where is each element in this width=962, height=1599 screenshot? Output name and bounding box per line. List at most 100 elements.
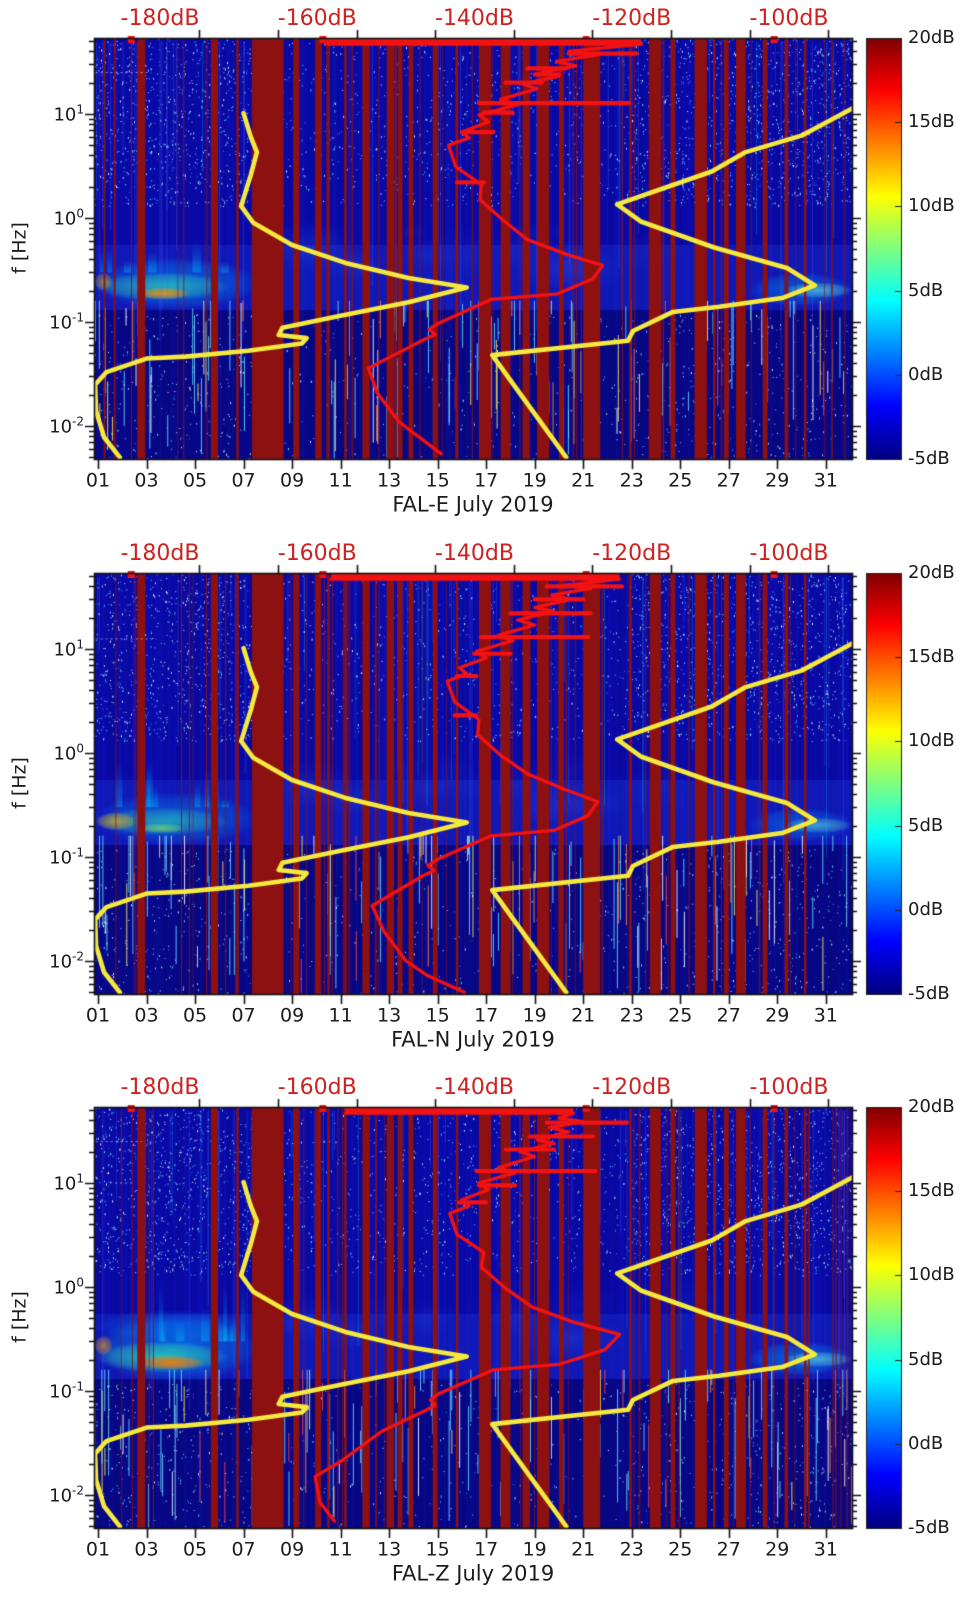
y-tick-base: 10 — [53, 1173, 77, 1195]
top-axis-tick-label: -120dB — [592, 1075, 672, 1100]
top-axis-tick-label: -180dB — [120, 6, 200, 31]
y-tick-exponent: -1 — [72, 310, 84, 325]
top-axis-tick-label: -120dB — [592, 6, 672, 31]
y-tick-label: 100 — [32, 1277, 84, 1298]
x-tick-label: 17 — [474, 469, 499, 492]
x-tick-label: 19 — [522, 1538, 547, 1561]
colorbar-tick-label: 20dB — [908, 562, 955, 583]
x-tick-label: 11 — [328, 469, 353, 492]
y-tick-exponent: -2 — [72, 949, 84, 964]
colorbar-tick-label: 0dB — [908, 1432, 944, 1454]
x-tick-label: 07 — [231, 469, 256, 492]
top-axis-tick-label: -100dB — [749, 1075, 829, 1100]
top-axis-tick-label: -120dB — [592, 541, 672, 566]
colorbar-tick-label: 10dB — [908, 730, 955, 752]
y-tick-exponent: -1 — [72, 1379, 84, 1394]
y-tick-label: 101 — [32, 639, 84, 660]
colorbar-tick-label: -5dB — [908, 983, 950, 1004]
plot-title-fal-e: FAL-E July 2019 — [392, 492, 554, 517]
x-tick-label: 07 — [231, 1538, 256, 1561]
x-tick-label: 29 — [765, 1004, 790, 1027]
top-axis-tick-label: -100dB — [749, 541, 829, 566]
top-axis-tick-label: -140dB — [435, 541, 514, 566]
x-tick-label: 19 — [522, 469, 547, 492]
y-tick-exponent: 1 — [76, 1171, 84, 1186]
colorbar-tick-label: 0dB — [908, 898, 944, 920]
colorbar-tick-label: 15dB — [908, 1180, 955, 1202]
y-tick-exponent: 0 — [76, 1275, 84, 1290]
colorbar-tick-label: 5dB — [908, 814, 944, 836]
x-tick-label: 27 — [716, 1538, 741, 1561]
x-tick-label: 01 — [85, 469, 111, 492]
x-tick-label: 13 — [377, 1004, 402, 1027]
colorbar-tick-label: 5dB — [908, 1348, 944, 1370]
y-tick-base: 10 — [49, 951, 73, 973]
y-tick-base: 10 — [49, 1381, 73, 1403]
y-tick-exponent: -2 — [72, 1483, 84, 1498]
top-axis-tick-label: -180dB — [120, 541, 200, 566]
y-tick-label: 10-1 — [32, 847, 84, 868]
y-tick-exponent: -2 — [72, 414, 84, 429]
y-tick-label: 101 — [32, 104, 84, 125]
y-tick-base: 10 — [49, 1485, 73, 1507]
colorbar-tick-label: 15dB — [908, 646, 955, 668]
x-tick-label: 13 — [377, 469, 402, 492]
top-axis-tick-label: -140dB — [435, 6, 514, 31]
colorbar-tick-label: 20dB — [908, 1096, 955, 1117]
y-tick-label: 100 — [32, 743, 84, 764]
x-tick-label: 05 — [182, 1004, 208, 1027]
y-tick-label: 10-2 — [32, 416, 84, 437]
y-tick-exponent: -1 — [72, 845, 84, 860]
plot-title-fal-z: FAL-Z July 2019 — [391, 1561, 555, 1586]
top-axis-tick-label: -100dB — [749, 6, 829, 31]
colorbar-tick-label: 0dB — [908, 363, 944, 385]
top-axis-tick-label: -140dB — [435, 1075, 514, 1100]
y-tick-base: 10 — [53, 104, 77, 126]
y-tick-exponent: 1 — [76, 102, 84, 117]
y-tick-label: 101 — [32, 1173, 84, 1194]
x-tick-label: 09 — [279, 1004, 305, 1027]
y-tick-label: 10-2 — [32, 951, 84, 972]
x-tick-label: 09 — [279, 469, 305, 492]
x-tick-label: 29 — [765, 1538, 790, 1561]
y-tick-base: 10 — [53, 1277, 77, 1299]
top-axis-tick-label: -160dB — [277, 6, 357, 31]
x-tick-label: 19 — [522, 1004, 547, 1027]
top-axis-tick-label: -160dB — [277, 1075, 357, 1100]
x-tick-label: 09 — [279, 1538, 305, 1561]
y-tick-base: 10 — [53, 743, 77, 765]
x-tick-label: 07 — [231, 1004, 256, 1027]
x-tick-label: 05 — [182, 469, 208, 492]
y-tick-exponent: 0 — [76, 206, 84, 221]
y-axis-label-1: f [Hz] — [8, 222, 31, 274]
colorbar-tick-label: 15dB — [908, 111, 955, 133]
x-tick-label: 27 — [716, 1004, 741, 1027]
colorbar-tick-label: 5dB — [908, 279, 944, 301]
x-tick-label: 01 — [85, 1538, 111, 1561]
y-tick-label: 10-1 — [32, 312, 84, 333]
y-tick-label: 10-1 — [32, 1381, 84, 1402]
y-tick-label: 10-2 — [32, 1485, 84, 1506]
x-tick-label: 03 — [134, 1004, 159, 1027]
x-tick-label: 21 — [571, 1538, 596, 1561]
y-tick-base: 10 — [49, 847, 73, 869]
x-tick-label: 03 — [134, 1538, 159, 1561]
x-tick-label: 23 — [619, 469, 644, 492]
x-tick-label: 11 — [328, 1004, 353, 1027]
x-tick-label: 11 — [328, 1538, 353, 1561]
colorbar-tick-label: 10dB — [908, 1264, 955, 1286]
y-tick-base: 10 — [49, 416, 73, 438]
y-tick-base: 10 — [53, 208, 77, 230]
y-tick-base: 10 — [49, 312, 73, 334]
x-tick-label: 31 — [813, 469, 838, 492]
top-axis-tick-label: -160dB — [277, 541, 357, 566]
x-tick-label: 15 — [425, 469, 450, 492]
y-axis-label-3: f [Hz] — [8, 1291, 31, 1343]
y-tick-base: 10 — [53, 639, 77, 661]
x-tick-label: 17 — [474, 1004, 499, 1027]
colorbar-tick-label: -5dB — [908, 448, 950, 469]
colorbar-tick-label: 20dB — [908, 27, 955, 48]
y-axis-label-2: f [Hz] — [8, 757, 31, 809]
